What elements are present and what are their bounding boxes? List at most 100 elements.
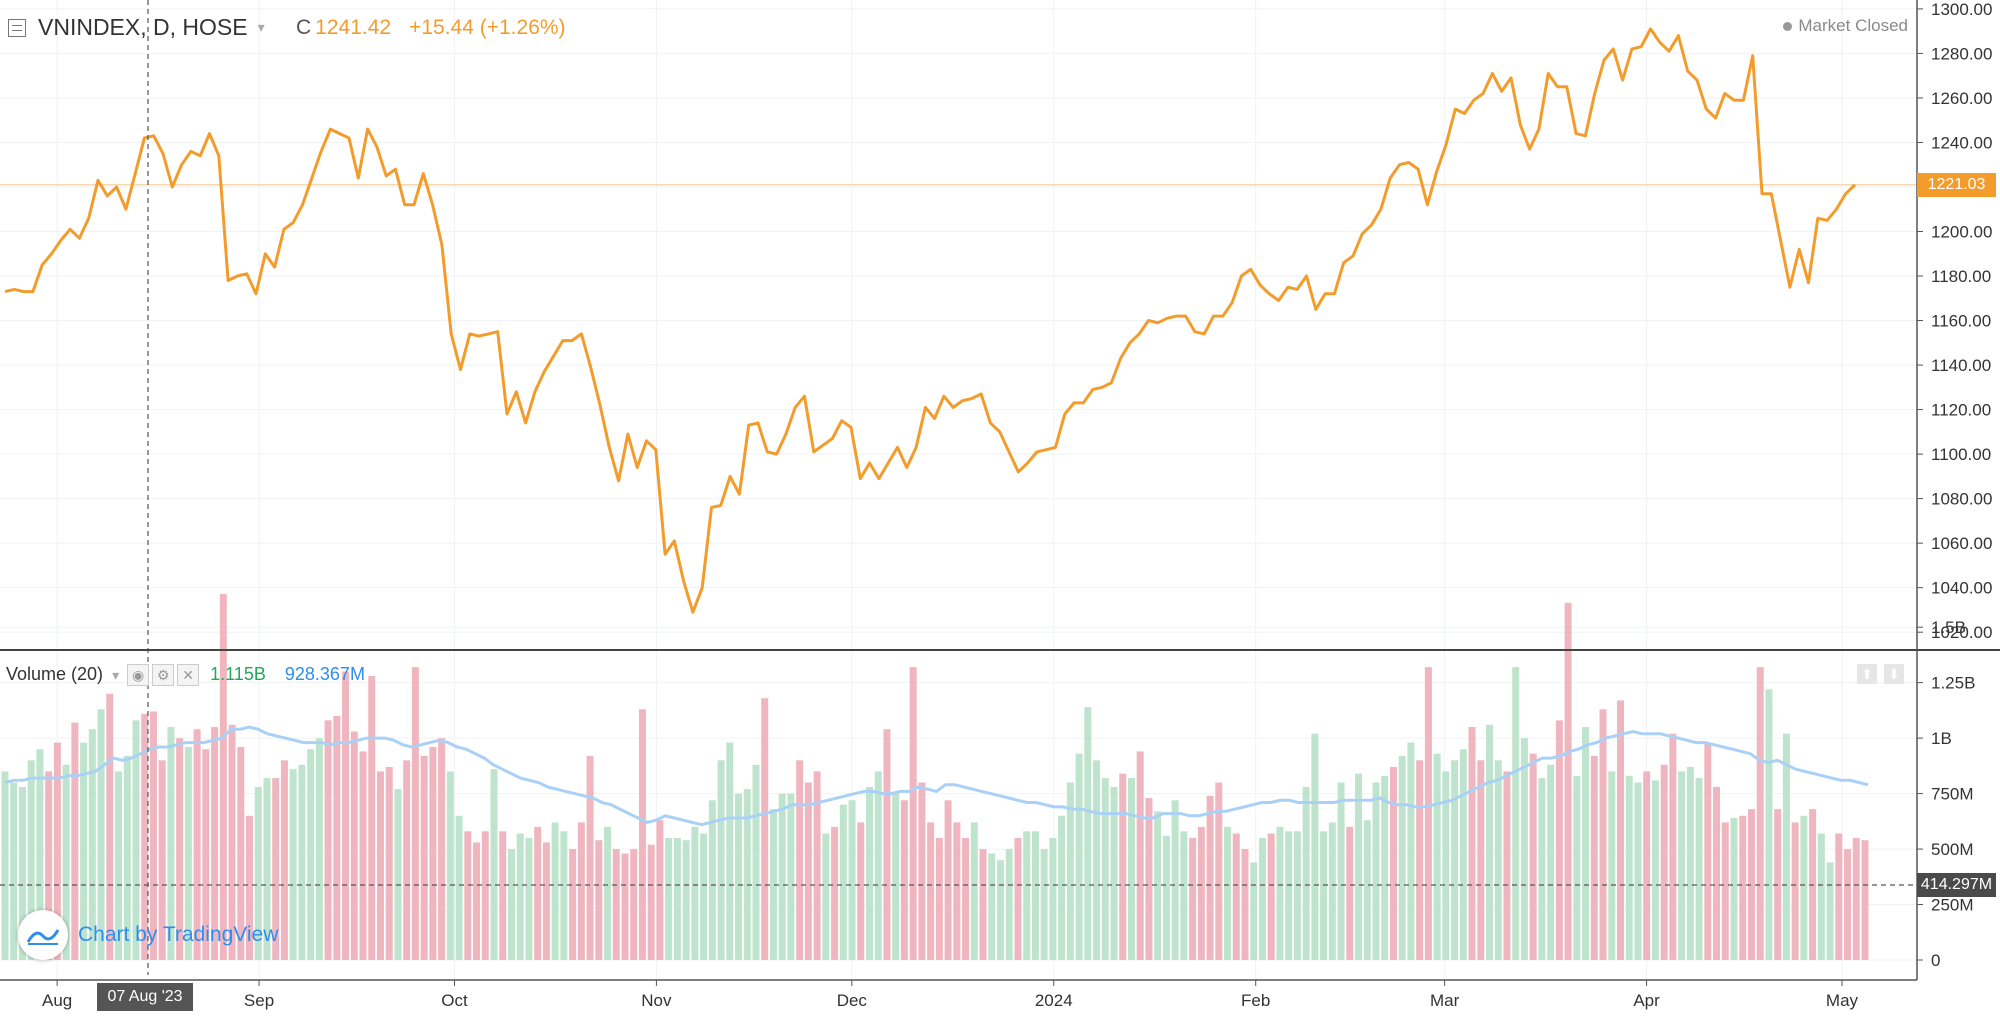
volume-bar <box>1494 760 1502 960</box>
move-pane-up-icon[interactable]: ⬆ <box>1857 664 1877 684</box>
time-tick-label: Sep <box>244 991 274 1010</box>
volume-bar <box>1503 771 1511 960</box>
volume-bar <box>10 782 18 960</box>
volume-bar <box>1 771 9 960</box>
volume-bar <box>1136 751 1144 960</box>
time-axis[interactable]: Aug Sep Oct Nov Dec 2024 Feb Mar Apr May <box>42 980 1859 1010</box>
volume-bar <box>935 837 943 960</box>
volume-bar <box>1171 800 1179 960</box>
volume-bar <box>988 853 996 960</box>
price-tick-label: 1140.00 <box>1931 356 1991 375</box>
volume-bar <box>1590 755 1598 960</box>
watermark-text[interactable]: Chart by TradingView <box>78 923 279 946</box>
volume-bar <box>1320 831 1328 960</box>
volume-bar <box>1337 782 1345 960</box>
price-tick-label: 1100.00 <box>1931 445 1991 464</box>
time-tick-label: 2024 <box>1035 991 1073 1010</box>
price-tick-label: 1160.00 <box>1931 312 1991 331</box>
volume-tick-label: 750M <box>1931 785 1974 804</box>
volume-tick-label: 1B <box>1931 729 1952 748</box>
price-series-line <box>4 27 1857 614</box>
volume-bar <box>429 747 437 960</box>
volume-bar <box>1704 742 1712 960</box>
volume-bar <box>1293 831 1301 960</box>
chevron-down-icon[interactable]: ▾ <box>112 667 120 683</box>
volume-bar <box>45 771 53 960</box>
volume-bar <box>307 749 315 960</box>
volume-bar <box>761 698 769 960</box>
volume-bar <box>1451 760 1459 960</box>
volume-bar <box>1695 778 1703 960</box>
price-tick-label: 1040.00 <box>1931 579 1992 598</box>
volume-bar <box>368 676 376 960</box>
volume-bar <box>1721 822 1729 960</box>
move-pane-down-icon[interactable]: ⬇ <box>1884 664 1904 684</box>
volume-bar <box>1651 780 1659 960</box>
volume-bar <box>141 713 149 960</box>
volume-bar <box>560 831 568 960</box>
volume-bar <box>1127 778 1135 960</box>
volume-bar <box>359 751 367 960</box>
volume-bar <box>516 833 524 960</box>
volume-bar <box>132 720 140 960</box>
price-gridlines <box>0 8 1917 633</box>
volume-bar <box>1250 862 1258 960</box>
volume-bar <box>1232 833 1240 960</box>
volume-bar <box>1800 815 1808 960</box>
volume-bar <box>1372 782 1380 960</box>
volume-bar <box>1040 849 1048 960</box>
volume-ma-line <box>4 725 1869 827</box>
symbol-title[interactable]: VNINDEX, D, HOSE <box>38 14 248 40</box>
volume-bar <box>857 822 865 960</box>
volume-bar <box>115 771 123 960</box>
volume-bar <box>551 822 559 960</box>
volume-bar <box>149 711 157 960</box>
volume-bar <box>1145 798 1153 960</box>
volume-legend[interactable]: Volume (20) ▾ ◉ ⚙ ✕ 1.115B 928.367M <box>6 664 365 687</box>
volume-bar <box>996 860 1004 960</box>
volume-bar <box>246 815 254 960</box>
volume-tick-label: 250M <box>1931 896 1974 915</box>
volume-bar <box>167 727 175 960</box>
volume-bar <box>333 715 341 960</box>
volume-tick-label: 1.5B <box>1931 618 1966 637</box>
price-axis[interactable]: 1020.00 1040.00 1060.00 1080.00 1100.00 1120.… <box>1917 0 1992 642</box>
volume-bar <box>726 742 734 960</box>
volume-bar <box>1398 755 1406 960</box>
collapse-icon[interactable] <box>8 18 26 37</box>
volume-bars <box>1 593 1869 960</box>
volume-bar <box>123 755 131 960</box>
volume-bar <box>804 782 812 960</box>
volume-bar <box>752 764 760 960</box>
volume-bar <box>1075 753 1083 960</box>
volume-title[interactable]: Volume (20) <box>6 664 104 684</box>
volume-bar <box>970 822 978 960</box>
volume-bar <box>219 593 227 960</box>
volume-bar <box>1049 837 1057 960</box>
volume-tick-label: 1.25B <box>1931 674 1975 693</box>
volume-bar <box>796 760 804 960</box>
visibility-icon[interactable]: ◉ <box>127 664 150 687</box>
close-label: C <box>296 16 312 39</box>
volume-bar <box>1162 835 1170 960</box>
volume-axis[interactable]: 0 250M 500M 750M 1B 1.25B 1.5B <box>1917 618 1975 970</box>
volume-bar <box>900 800 908 960</box>
volume-bar <box>534 826 542 960</box>
tradingview-watermark[interactable]: Chart by TradingView <box>18 910 278 960</box>
volume-bar <box>569 849 577 960</box>
symbol-legend[interactable]: VNINDEX, D, HOSE ▾ <box>8 14 265 41</box>
volume-bar <box>918 782 926 960</box>
volume-bar <box>1817 833 1825 960</box>
volume-bar <box>1110 786 1118 960</box>
volume-bar <box>953 822 961 960</box>
volume-bar <box>62 764 70 960</box>
close-icon[interactable]: ✕ <box>177 664 200 687</box>
volume-bar <box>1023 831 1031 960</box>
gear-icon[interactable]: ⚙ <box>152 664 175 687</box>
crosshair-date-label: 07 Aug '23 <box>97 983 193 1011</box>
time-tick-label: Aug <box>42 991 72 1010</box>
volume-bar <box>254 786 262 960</box>
time-tick-label: Mar <box>1430 991 1460 1010</box>
chevron-down-icon[interactable]: ▾ <box>257 19 265 35</box>
